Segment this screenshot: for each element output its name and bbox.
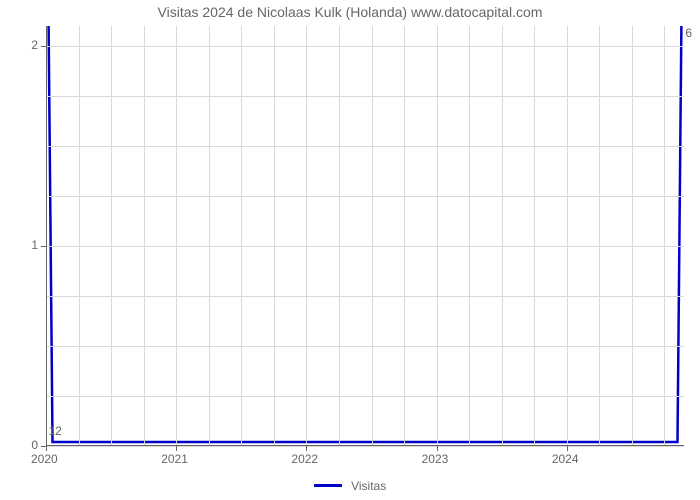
y-tick [41,446,46,447]
grid-line-horizontal [46,396,684,397]
grid-line-vertical [339,26,340,446]
x-tick-label: 2020 [31,452,58,466]
y-axis-line [46,26,47,446]
series-line [46,26,684,446]
grid-line-vertical [306,26,307,446]
data-point-label: 12 [49,424,62,438]
legend-label: Visitas [351,479,386,493]
y-tick [41,246,46,247]
y-tick-label: 0 [31,438,38,452]
x-tick-label: 2024 [552,452,579,466]
grid-line-horizontal [46,446,684,447]
grid-line-vertical [79,26,80,446]
grid-line-vertical [111,26,112,446]
x-tick-label: 2023 [422,452,449,466]
grid-line-vertical [372,26,373,446]
grid-line-vertical [176,26,177,446]
plot-area [46,26,684,446]
legend: Visitas [0,478,700,493]
x-tick-label: 2022 [291,452,318,466]
grid-line-vertical [632,26,633,446]
x-tick [176,446,177,451]
grid-line-vertical [502,26,503,446]
x-axis-line [46,445,684,446]
grid-line-vertical [144,26,145,446]
grid-line-horizontal [46,246,684,247]
chart-container: Visitas 2024 de Nicolaas Kulk (Holanda) … [0,0,700,500]
grid-line-vertical [469,26,470,446]
x-tick [567,446,568,451]
chart-title: Visitas 2024 de Nicolaas Kulk (Holanda) … [0,4,700,20]
y-tick-label: 2 [31,38,38,52]
grid-line-vertical [599,26,600,446]
grid-line-vertical [437,26,438,446]
y-tick [41,46,46,47]
grid-line-horizontal [46,46,684,47]
x-tick [46,446,47,451]
legend-swatch [314,484,342,487]
grid-line-vertical [209,26,210,446]
x-tick-label: 2021 [161,452,188,466]
grid-line-vertical [567,26,568,446]
x-tick [437,446,438,451]
y-tick-label: 1 [31,238,38,252]
grid-line-vertical [534,26,535,446]
grid-line-vertical [664,26,665,446]
grid-line-horizontal [46,196,684,197]
grid-line-vertical [241,26,242,446]
grid-line-horizontal [46,346,684,347]
data-point-label: 6 [685,26,692,40]
grid-line-vertical [274,26,275,446]
x-tick [306,446,307,451]
grid-line-horizontal [46,296,684,297]
grid-line-vertical [404,26,405,446]
grid-line-horizontal [46,146,684,147]
grid-line-horizontal [46,96,684,97]
